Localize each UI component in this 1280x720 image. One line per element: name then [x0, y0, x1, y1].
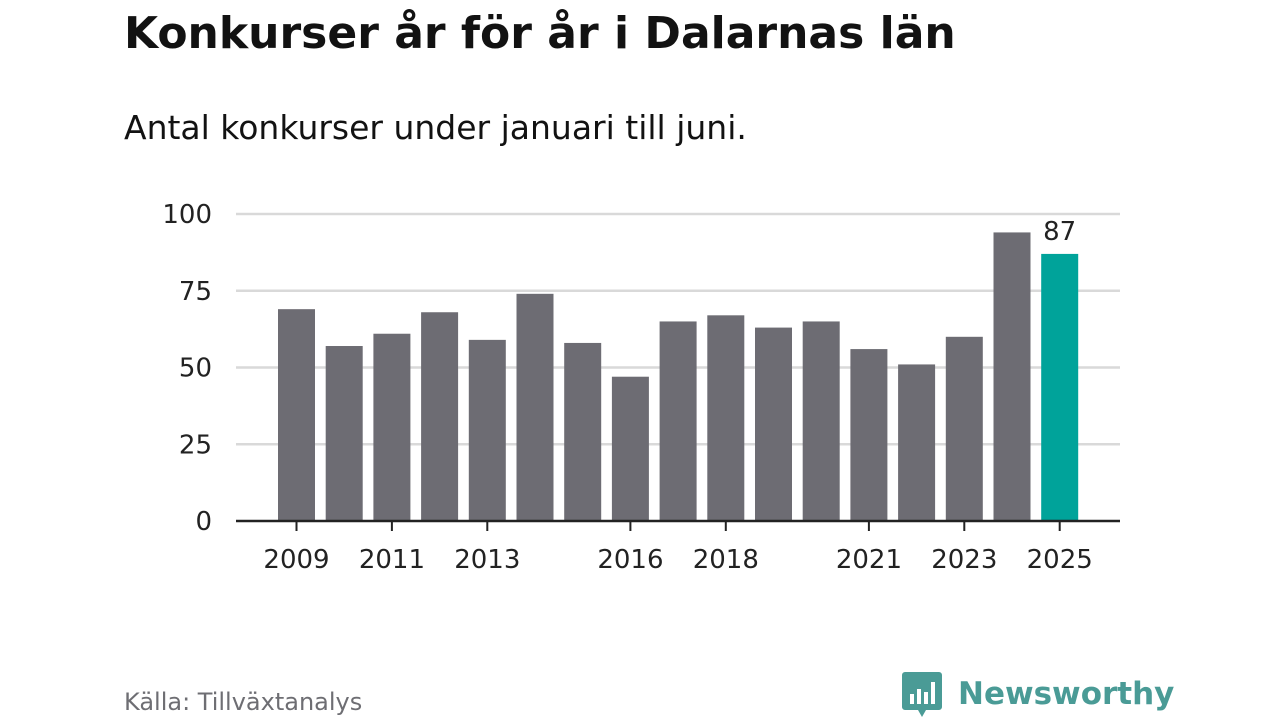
bar — [850, 349, 888, 521]
bar — [421, 312, 459, 521]
x-tick-label: 2023 — [931, 545, 997, 575]
bar — [993, 232, 1031, 522]
chart-subtitle: Antal konkurser under januari till juni. — [124, 108, 747, 147]
x-tick-label: 2025 — [1027, 545, 1093, 575]
brand: Newsworthy — [902, 670, 1174, 718]
x-tick-label: 2011 — [359, 545, 425, 575]
bar — [898, 364, 936, 521]
bar — [325, 346, 363, 521]
y-tick-label: 25 — [179, 430, 212, 460]
bar — [373, 333, 411, 521]
y-tick-label: 50 — [179, 354, 212, 384]
x-tick-label: 2009 — [263, 545, 329, 575]
source-note: Källa: Tillväxtanalys — [124, 688, 363, 716]
y-tick-label: 0 — [195, 507, 212, 537]
bar — [516, 293, 554, 521]
bar — [945, 336, 983, 521]
x-tick-label: 2021 — [836, 545, 902, 575]
bar — [802, 321, 840, 521]
y-tick-label: 75 — [179, 277, 212, 307]
bar-chart-speech-bubble-icon — [902, 672, 942, 717]
data-label: 87 — [1043, 217, 1076, 247]
brand-name: Newsworthy — [958, 676, 1175, 712]
bar — [278, 309, 315, 521]
bar — [611, 376, 649, 521]
bar — [707, 315, 745, 521]
chart-title: Konkurser år för år i Dalarnas län — [124, 8, 956, 59]
bar — [1041, 253, 1079, 521]
x-tick-label: 2013 — [454, 545, 520, 575]
x-tick-label: 2016 — [597, 545, 663, 575]
bar — [755, 327, 792, 521]
x-tick-label: 2018 — [693, 545, 759, 575]
bar — [659, 321, 697, 521]
bar — [564, 342, 602, 521]
y-tick-label: 100 — [162, 200, 212, 230]
bar — [468, 339, 506, 521]
